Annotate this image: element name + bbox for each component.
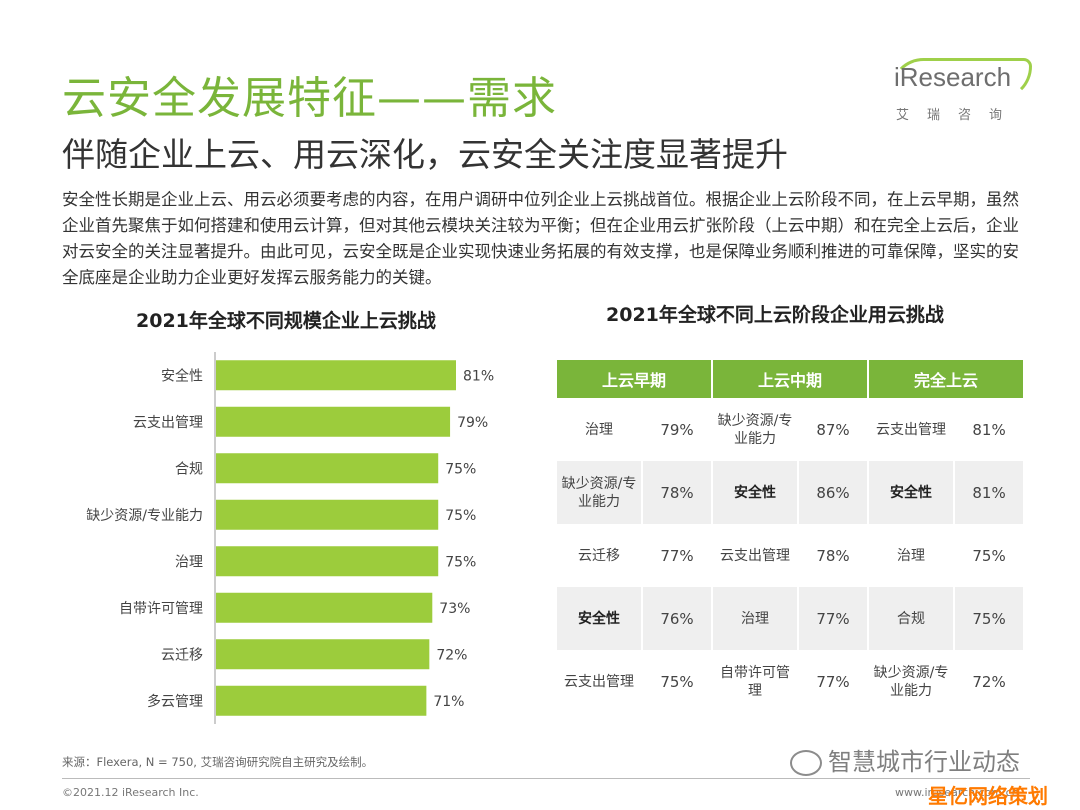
table-cell-item: 治理 [869, 524, 956, 587]
corner-watermark: 星亿网络策划 [928, 784, 1048, 808]
stage-challenge-table: 上云早期 上云中期 完全上云 治理 79% 缺少资源/专业能力 87% 云支出管理 81%… [557, 360, 1026, 713]
table-cell-value: 79% [643, 398, 714, 461]
table-cell-item: 缺少资源/专业能力 [713, 398, 800, 461]
table-row: 云迁移 77% 云支出管理 78% 治理 75% [557, 524, 1026, 587]
copyright: ©2021.12 iResearch Inc. [62, 786, 199, 799]
wechat-icon [790, 750, 822, 776]
category-label: 云迁移 [161, 647, 203, 663]
category-label: 多云管理 [147, 693, 203, 710]
table-header-mid: 上云中期 [713, 360, 870, 398]
table-cell-item: 安全性 [869, 461, 956, 524]
table-header-early: 上云早期 [557, 360, 714, 398]
bar [216, 639, 430, 670]
table-cell-value: 76% [643, 587, 714, 650]
table-row: 缺少资源/专业能力 78% 安全性 86% 安全性 81% [557, 461, 1026, 524]
table-cell-value: 72% [955, 650, 1026, 713]
table-cell-item: 自带许可管理 [713, 650, 800, 713]
table-cell-value: 75% [955, 587, 1026, 650]
table-cell-item: 治理 [557, 398, 643, 461]
table-cell-item: 云支出管理 [557, 650, 643, 713]
iresearch-logo: iResearch 艾瑞咨询 [890, 58, 1032, 128]
table-cell-item: 治理 [713, 587, 800, 650]
category-label: 治理 [175, 554, 203, 570]
table-cell-value: 81% [955, 461, 1026, 524]
value-label: 72% [436, 647, 467, 663]
category-label: 合规 [175, 461, 203, 477]
site-url: www.iresearch.com.cn [895, 786, 1019, 799]
table-header-full: 完全上云 [869, 360, 1026, 398]
table-cell-value: 77% [799, 650, 870, 713]
page-title: 云安全发展特征——需求 [62, 73, 557, 124]
bar [216, 453, 439, 484]
table-cell-value: 78% [643, 461, 714, 524]
value-label: 75% [445, 554, 476, 570]
table-cell-item: 云迁移 [557, 524, 643, 587]
logo-wordmark: iResearch [894, 62, 1012, 92]
table-row: 云支出管理 75% 自带许可管理 77% 缺少资源/专业能力 72% [557, 650, 1026, 713]
table-cell-item: 安全性 [557, 587, 643, 650]
table-cell-item: 缺少资源/专业能力 [557, 461, 643, 524]
table-cell-value: 86% [799, 461, 870, 524]
logo-subtitle: 艾瑞咨询 [896, 108, 1021, 123]
table-cell-item: 缺少资源/专业能力 [869, 650, 956, 713]
table-cell-value: 81% [955, 398, 1026, 461]
table-cell-value: 75% [955, 524, 1026, 587]
bar [216, 499, 439, 530]
table-cell-value: 87% [799, 398, 870, 461]
value-label: 71% [433, 694, 464, 710]
footer-divider [62, 778, 1030, 779]
table-cell-item: 安全性 [713, 461, 800, 524]
wechat-watermark: 智慧城市行业动态 [790, 742, 1020, 777]
table-cell-item: 合规 [869, 587, 956, 650]
table-cell-value: 78% [799, 524, 870, 587]
value-label: 79% [457, 415, 488, 431]
watermark-text: 智慧城市行业动态 [828, 748, 1020, 776]
table-title: 2021年全球不同上云阶段企业用云挑战 [606, 304, 944, 326]
table-row: 安全性 76% 治理 77% 合规 75% [557, 587, 1026, 650]
category-label: 自带许可管理 [119, 601, 203, 617]
table-cell-value: 75% [643, 650, 714, 713]
bar [216, 360, 456, 391]
bar-chart-title: 2021年全球不同规模企业上云挑战 [136, 310, 436, 332]
value-label: 73% [439, 601, 470, 617]
source-note: 来源：Flexera, N = 750, 艾瑞咨询研究院自主研究及绘制。 [62, 755, 374, 769]
bar-chart: 安全性 81% 云支出管理 79% 合规 75% 缺少资源/专业能力 75% 治理 75% 自带许可… [86, 352, 494, 724]
category-label: 云支出管理 [133, 415, 203, 431]
value-label: 81% [463, 368, 494, 384]
table-cell-value: 77% [643, 524, 714, 587]
table-cell-item: 云支出管理 [869, 398, 956, 461]
bar [216, 406, 451, 437]
table-row: 治理 79% 缺少资源/专业能力 87% 云支出管理 81% [557, 398, 1026, 461]
value-label: 75% [445, 461, 476, 477]
table-cell-value: 77% [799, 587, 870, 650]
category-label: 缺少资源/专业能力 [86, 508, 203, 524]
category-label: 安全性 [161, 367, 203, 384]
intro-paragraph: 安全性长期是企业上云、用云必须要考虑的内容，在用户调研中位列企业上云挑战首位。根… [62, 190, 1019, 287]
bar [216, 685, 427, 716]
bar [216, 592, 433, 623]
value-label: 75% [445, 508, 476, 524]
table-cell-item: 云支出管理 [713, 524, 800, 587]
bar [216, 546, 439, 577]
page-subtitle: 伴随企业上云、用云深化，云安全关注度显著提升 [62, 135, 788, 174]
